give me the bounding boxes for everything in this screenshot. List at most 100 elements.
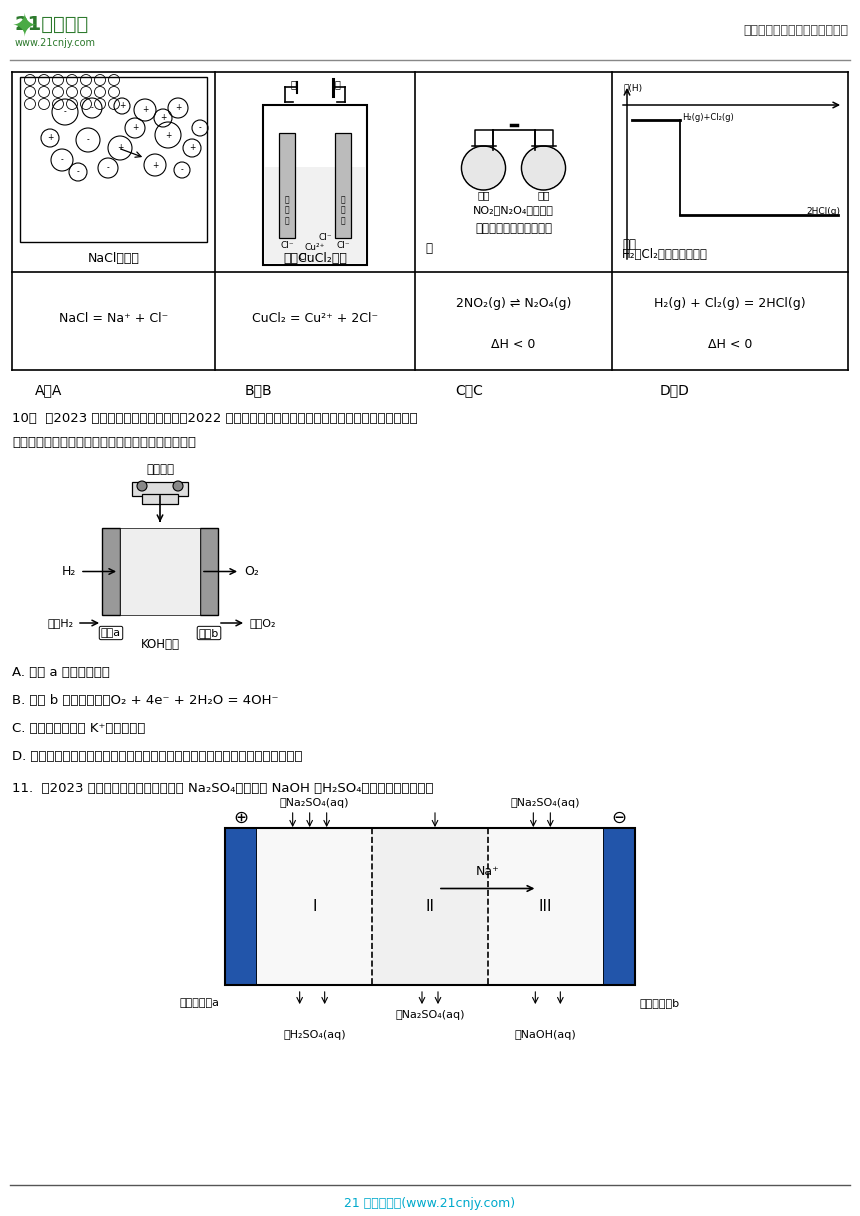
Text: 驱动汽车: 驱动汽车 (146, 463, 174, 475)
Text: 石
墨
极: 石 墨 极 (285, 195, 289, 225)
Text: -: - (64, 107, 66, 117)
Bar (335, 133, 351, 238)
Text: NaCl = Na⁺ + Cl⁻: NaCl = Na⁺ + Cl⁻ (58, 311, 168, 325)
Text: KOH溶液: KOH溶液 (140, 638, 180, 652)
Bar (265, 167, 365, 263)
Text: 21 世纪教育网(www.21cnjy.com): 21 世纪教育网(www.21cnjy.com) (345, 1197, 515, 1210)
Text: ✦: ✦ (12, 12, 38, 41)
Text: ＋: ＋ (334, 79, 340, 89)
Text: D．D: D．D (660, 383, 690, 396)
Bar (200, 528, 218, 615)
Text: 剩余O₂: 剩余O₂ (250, 618, 277, 627)
Text: B．B: B．B (245, 383, 273, 396)
Text: Cl⁻: Cl⁻ (280, 241, 294, 249)
Text: -: - (199, 124, 201, 133)
Text: 温度对化学平衡移动的影: 温度对化学平衡移动的影 (475, 221, 552, 235)
Text: Na⁺: Na⁺ (476, 865, 500, 878)
Text: O₂: O₂ (244, 565, 259, 578)
Bar (263, 105, 367, 265)
Text: 剩余H₂: 剩余H₂ (48, 618, 74, 627)
Text: +: + (165, 130, 171, 140)
Text: D. 氢氧燃料电池将化学能转化为电能的转化率高于火力发电，提高了能源利用率: D. 氢氧燃料电池将化学能转化为电能的转化率高于火力发电，提高了能源利用率 (12, 749, 303, 762)
Text: -: - (87, 135, 89, 145)
Text: B. 电极 b 表面反应为：O₂ + 4e⁻ + 2H₂O = 4OH⁻: B. 电极 b 表面反应为：O₂ + 4e⁻ + 2H₂O = 4OH⁻ (12, 693, 279, 706)
Text: 浓Na₂SO₄(aq): 浓Na₂SO₄(aq) (396, 1010, 464, 1020)
Text: +: + (117, 143, 123, 152)
Text: 21世纪教育: 21世纪教育 (15, 15, 89, 34)
Text: Cl⁻: Cl⁻ (298, 253, 312, 263)
Text: 稀Na₂SO₄(aq): 稀Na₂SO₄(aq) (280, 798, 349, 807)
Text: +: + (160, 113, 166, 123)
Text: 电极a: 电极a (101, 627, 121, 638)
Text: ⊖: ⊖ (611, 809, 627, 827)
Text: H₂(g)+Cl₂(g): H₂(g)+Cl₂(g) (682, 113, 734, 122)
Text: 石
墨
极: 石 墨 极 (341, 195, 346, 225)
Text: 焓(H): 焓(H) (624, 83, 643, 92)
Bar (279, 133, 295, 238)
Text: -: - (77, 168, 79, 176)
Circle shape (173, 482, 183, 491)
Text: II: II (426, 899, 434, 914)
Bar (257, 828, 372, 985)
Bar (372, 828, 488, 985)
Text: -: - (181, 165, 183, 175)
Text: +: + (175, 103, 181, 113)
Bar (488, 828, 603, 985)
Text: Cl⁻: Cl⁻ (336, 241, 350, 249)
Text: -: - (107, 163, 109, 173)
Text: I: I (312, 899, 317, 914)
Text: H₂与Cl₂反应过程中焓的: H₂与Cl₂反应过程中焓的 (622, 248, 708, 261)
Text: 10．  （2023 北京密云二中高二上期中）2022 北京冬奥会期间，赛区内使用了氢燃料清洁能源车辆，: 10． （2023 北京密云二中高二上期中）2022 北京冬奥会期间，赛区内使用… (12, 411, 418, 424)
Text: 离子交换膜b: 离子交换膜b (640, 998, 680, 1008)
Circle shape (523, 147, 564, 188)
Text: 离子交换膜a: 离子交换膜a (180, 998, 220, 1008)
Text: Cu²⁺: Cu²⁺ (304, 243, 325, 253)
Text: H₂(g) + Cl₂(g) = 2HCl(g): H₂(g) + Cl₂(g) = 2HCl(g) (654, 297, 806, 310)
Bar (120, 528, 200, 615)
Text: ΔH < 0: ΔH < 0 (708, 338, 752, 351)
Text: －: － (290, 79, 296, 89)
Bar (132, 482, 188, 496)
Text: 11.  （2023 北京海淤高二上期中）电解 Na₂SO₄溶液制备 NaOH 和H₂SO₄的装置示意图如下。: 11. （2023 北京海淤高二上期中）电解 Na₂SO₄溶液制备 NaOH 和… (12, 782, 433, 794)
Text: 某氢氧燃料电池工作如图所示。下列说法不正确的是: 某氢氧燃料电池工作如图所示。下列说法不正确的是 (12, 437, 196, 450)
Text: +: + (46, 134, 53, 142)
Text: 稀H₂SO₄(aq): 稀H₂SO₄(aq) (283, 1030, 346, 1040)
Bar (603, 828, 635, 985)
Text: A. 电极 a 为电池的负极: A. 电极 a 为电池的负极 (12, 665, 110, 679)
Text: Cl⁻: Cl⁻ (318, 233, 332, 242)
Text: 电极b: 电极b (199, 627, 219, 638)
Text: +: + (132, 124, 138, 133)
Text: 中小学教育资源及组卷应用平台: 中小学教育资源及组卷应用平台 (743, 23, 848, 36)
Text: CuCl₂ = Cu²⁺ + 2Cl⁻: CuCl₂ = Cu²⁺ + 2Cl⁻ (252, 311, 378, 325)
Text: 热水: 热水 (477, 190, 489, 199)
Circle shape (137, 482, 147, 491)
Text: 变化: 变化 (622, 238, 636, 252)
Text: www.21cnjy.com: www.21cnjy.com (15, 38, 96, 47)
Text: 响: 响 (425, 242, 432, 254)
Bar (225, 828, 635, 985)
Text: +: + (189, 143, 195, 152)
Text: NaCl溶于水: NaCl溶于水 (88, 252, 139, 265)
Bar (102, 528, 120, 615)
Text: A．A: A．A (35, 383, 63, 396)
Text: 2HCl(g): 2HCl(g) (806, 208, 840, 216)
Text: +: + (142, 106, 148, 114)
Text: ΔH < 0: ΔH < 0 (491, 338, 536, 351)
Text: -: - (90, 103, 94, 113)
Text: +: + (119, 101, 126, 111)
Circle shape (463, 147, 505, 188)
Text: 稀NaOH(aq): 稀NaOH(aq) (514, 1030, 576, 1040)
Text: III: III (538, 899, 552, 914)
Bar (225, 828, 257, 985)
Text: C. 电池工作过程中 K⁺向负极迁移: C. 电池工作过程中 K⁺向负极迁移 (12, 721, 145, 734)
Text: -: - (60, 156, 64, 164)
Text: 稀Na₂SO₄(aq): 稀Na₂SO₄(aq) (511, 798, 580, 807)
Text: H₂: H₂ (62, 565, 76, 578)
Text: 冰水: 冰水 (538, 190, 550, 199)
Bar (20, 77, 207, 242)
Bar (142, 494, 178, 503)
Text: +: + (152, 161, 158, 169)
Text: 电解CuCl₂溶液: 电解CuCl₂溶液 (283, 252, 347, 265)
Text: ⊕: ⊕ (233, 809, 249, 827)
Text: 2NO₂(g) ⇌ N₂O₄(g): 2NO₂(g) ⇌ N₂O₄(g) (456, 297, 571, 310)
